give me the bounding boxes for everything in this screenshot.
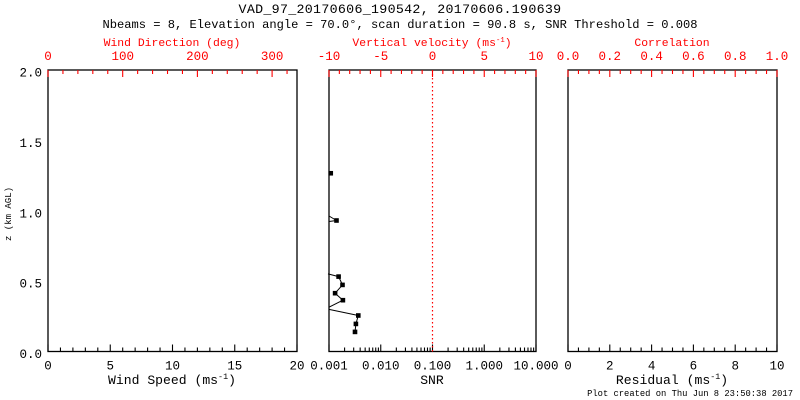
- svg-text:Wind Direction (deg): Wind Direction (deg): [104, 38, 241, 50]
- svg-text:Vertical velocity (ms-1): Vertical velocity (ms-1): [352, 37, 511, 50]
- svg-text:5: 5: [106, 360, 114, 374]
- svg-text:SNR: SNR: [420, 373, 444, 388]
- svg-text:0.100: 0.100: [414, 360, 452, 374]
- svg-text:0.0: 0.0: [557, 50, 580, 64]
- svg-text:5: 5: [480, 50, 488, 64]
- svg-text:-10: -10: [318, 50, 341, 64]
- svg-text:Wind Speed (ms-1): Wind Speed (ms-1): [108, 372, 236, 388]
- svg-text:0.0: 0.0: [19, 348, 42, 362]
- svg-text:0.2: 0.2: [599, 50, 622, 64]
- svg-text:VAD_97_20170606_190542, 201706: VAD_97_20170606_190542, 20170606.190639: [239, 2, 562, 17]
- svg-text:2: 2: [606, 360, 614, 374]
- svg-text:-5: -5: [373, 50, 388, 64]
- svg-text:10.000: 10.000: [513, 360, 558, 374]
- svg-text:0: 0: [429, 50, 437, 64]
- svg-text:Correlation: Correlation: [634, 38, 709, 50]
- svg-text:0: 0: [44, 360, 52, 374]
- svg-text:Plot created on Thu Jun 8 23:: Plot created on Thu Jun 8 23:50:38 2017: [587, 389, 793, 399]
- svg-text:6: 6: [690, 360, 698, 374]
- svg-text:0.8: 0.8: [724, 50, 747, 64]
- svg-text:15: 15: [227, 360, 242, 374]
- svg-text:0.5: 0.5: [19, 278, 42, 292]
- svg-text:1.000: 1.000: [465, 360, 503, 374]
- svg-text:0.6: 0.6: [682, 50, 705, 64]
- svg-text:0: 0: [564, 360, 572, 374]
- svg-text:0.001: 0.001: [310, 360, 348, 374]
- svg-text:0.010: 0.010: [362, 360, 400, 374]
- svg-text:z (km AGL): z (km AGL): [4, 187, 14, 241]
- svg-text:10: 10: [528, 50, 543, 64]
- svg-text:1.0: 1.0: [766, 50, 789, 64]
- svg-text:8: 8: [731, 360, 739, 374]
- svg-text:1.5: 1.5: [19, 137, 42, 151]
- svg-text:10: 10: [769, 360, 784, 374]
- svg-text:300: 300: [261, 50, 284, 64]
- svg-text:10: 10: [165, 360, 180, 374]
- svg-text:Nbeams = 8, Elevation angle =: Nbeams = 8, Elevation angle = 70.0°, sca…: [102, 18, 697, 32]
- svg-text:0.4: 0.4: [640, 50, 663, 64]
- svg-text:0: 0: [44, 50, 52, 64]
- svg-text:200: 200: [186, 50, 209, 64]
- svg-text:1.0: 1.0: [19, 207, 42, 221]
- svg-text:20: 20: [289, 360, 304, 374]
- svg-text:2.0: 2.0: [19, 67, 42, 81]
- svg-text:4: 4: [648, 360, 656, 374]
- svg-text:100: 100: [111, 50, 134, 64]
